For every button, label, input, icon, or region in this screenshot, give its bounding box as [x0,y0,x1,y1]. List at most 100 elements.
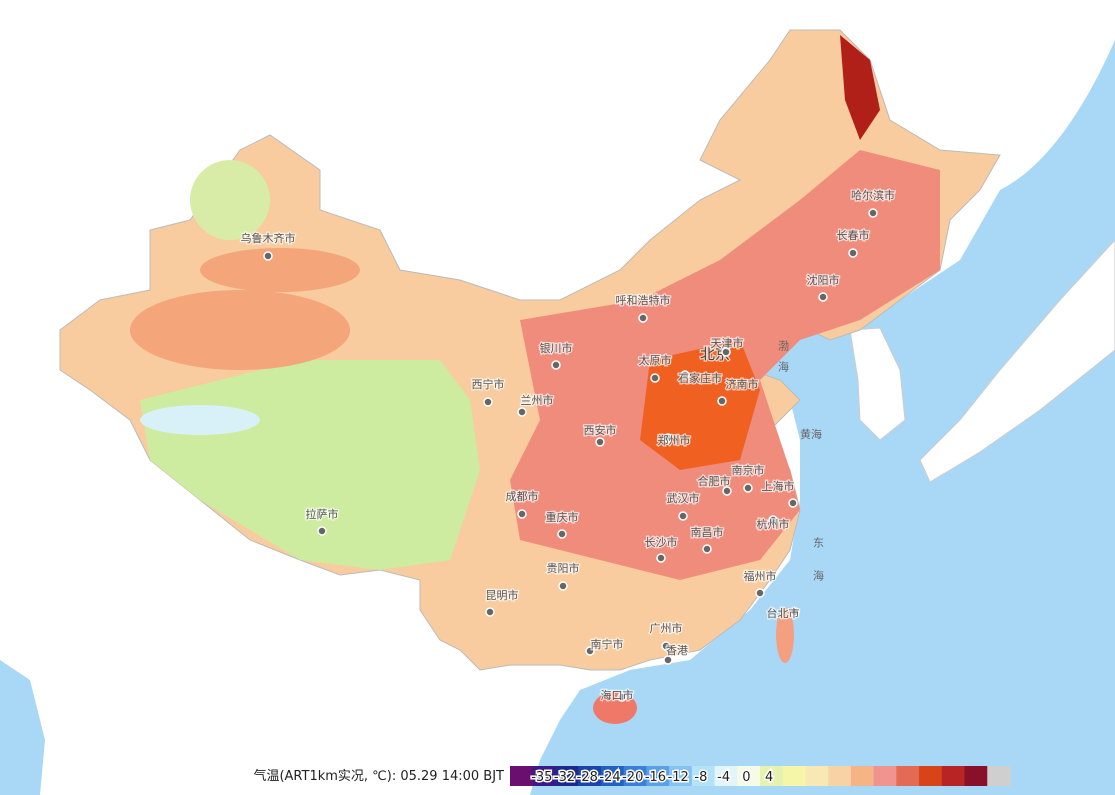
city-label: 银川市 [540,341,573,355]
city-dot [702,544,712,554]
legend-title: 气温(ART1km实况, ℃): 05.29 14:00 BJT [253,768,504,784]
legend-tick-label: -8 [694,770,707,785]
legend-tick-label: -28 [577,770,598,785]
cold-patch [140,405,260,435]
city-label: 拉萨市 [306,507,339,521]
legend-swatch [896,766,920,786]
city-dot [551,360,561,370]
legend-tick-label: -20 [622,770,643,785]
city-dot [483,397,493,407]
city-label: 呼和浩特市 [616,293,671,307]
legend-swatch [714,766,738,786]
city-label: 南宁市 [591,637,624,651]
legend-swatch [737,766,761,786]
sea-label: 黄海 [800,427,822,441]
city-dot [721,347,731,357]
korea [849,327,906,441]
legend-swatch [691,766,716,786]
legend-swatch [964,766,988,786]
city-dot [485,607,495,617]
legend-swatch [873,766,897,786]
city-label: 广州市 [650,621,683,635]
city-dot [585,646,595,656]
city-label: 济南市 [726,377,759,391]
city-dot [722,486,732,496]
legend: -35 -32 -28 -24 -20 -16 -12 -8 -4 0 4 [510,766,1011,787]
city-dot [650,373,660,383]
city-label: 郑州市 [658,433,691,447]
city-label: 石家庄市 [678,371,722,385]
city-dot [848,248,858,258]
altay [190,160,270,240]
city-label: 香港 [666,644,688,657]
city-label: 台北市 [767,606,800,620]
legend-swatch [578,766,602,786]
city-label: 上海市 [762,479,795,493]
city-label: 长沙市 [645,535,678,549]
city-label: 武汉市 [667,491,700,505]
city-dot [663,655,673,665]
legend-swatch [760,766,784,786]
taiwan [776,607,794,663]
city-dot [790,607,800,617]
city-label: 南昌市 [691,525,724,539]
city-dot [743,483,753,493]
city-label: 西安市 [584,423,617,437]
legend-tick-label: -35 [531,770,552,785]
city-dot [768,515,778,525]
city-dot [517,407,527,417]
legend-tick-label: -12 [668,770,689,785]
city-label: 天津市 [711,336,744,350]
basin [130,290,350,370]
city-dot [263,251,273,261]
city-label: 沈阳市 [807,273,840,287]
legend-swatch [805,766,829,786]
japan [919,239,1115,483]
city-dot [663,433,673,443]
legend-swatch [828,766,852,786]
city-dot [680,370,690,380]
city-label: 贵阳市 [547,561,580,575]
city-dot [717,396,727,406]
legend-tick-label: -24 [599,770,620,785]
legend-swatch [669,766,693,786]
city-label: 南京市 [732,463,765,477]
city-dot [755,588,765,598]
legend-tick-label: 0 [742,770,750,785]
city-label: 海口市 [601,688,634,702]
city-dot [788,498,798,508]
city-dot [818,292,828,302]
sea-label: 渤海 [777,340,790,382]
city-dot [868,208,878,218]
city-dot [517,509,527,519]
legend-swatch [600,766,625,786]
legend-swatch [941,766,966,786]
legend-swatch [623,766,647,786]
city-dot [678,511,688,521]
city-dot [617,692,627,702]
sea [530,40,1115,795]
legend-tick-label: -16 [645,770,666,785]
city-dot [656,553,666,563]
legend-tick-label: -32 [554,770,575,785]
legend-swatch [532,766,556,786]
city-label: 重庆市 [546,510,579,524]
legend-swatch [782,766,806,786]
city-dot [317,526,327,536]
city-label: 合肥市 [698,474,731,488]
legend-swatch [510,766,534,786]
legend-swatch [555,766,579,786]
legend-swatch [919,766,943,786]
legend-swatch [987,766,1011,786]
city-dot [638,313,648,323]
city-label: 长春市 [837,228,870,242]
city-label: 乌鲁木齐市 [241,231,296,245]
city-dot [558,581,568,591]
city-dot [661,641,671,651]
basin [200,248,360,292]
hainan [593,692,637,724]
city-dot [557,529,567,539]
legend-swatch [646,766,670,786]
city-label: 太原市 [639,353,672,367]
